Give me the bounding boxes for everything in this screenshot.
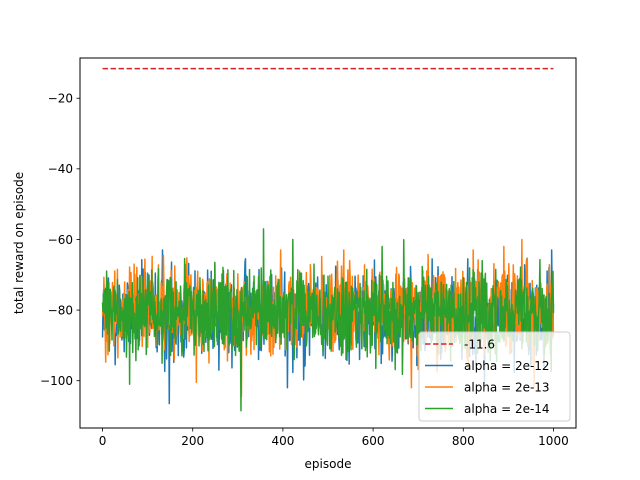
- y-axis-label: total reward on episode: [12, 172, 26, 314]
- legend-label: alpha = 2e-14: [464, 402, 550, 416]
- series-line-3: [101, 228, 555, 412]
- y-tick-label: −80: [48, 303, 73, 317]
- y-tick-label: −100: [40, 374, 73, 388]
- y-tick-label: −20: [48, 92, 73, 106]
- series-layer: [101, 228, 555, 412]
- legend-label: alpha = 2e-13: [464, 380, 550, 394]
- x-axis-ticks: 0 200 400 600 800 1000: [99, 428, 569, 448]
- x-tick-label: 800: [452, 434, 475, 448]
- legend-label: -11.6: [464, 337, 495, 351]
- x-tick-label: 0: [99, 434, 107, 448]
- legend-box: [418, 331, 571, 422]
- y-tick-label: −60: [48, 233, 73, 247]
- plot-frame: [79, 57, 577, 429]
- x-tick-label: 600: [362, 434, 385, 448]
- x-tick-label: 400: [271, 434, 294, 448]
- x-axis-label: episode: [305, 457, 352, 471]
- y-axis-ticks: −100 −80 −60 −40 −20: [40, 92, 80, 388]
- x-tick-label: 200: [181, 434, 204, 448]
- y-tick-label: −40: [48, 162, 73, 176]
- legend-label: alpha = 2e-12: [464, 359, 550, 373]
- legend: -11.6 alpha = 2e-12 alpha = 2e-13 alpha = 2…: [418, 331, 571, 422]
- x-tick-label: 1000: [538, 434, 569, 448]
